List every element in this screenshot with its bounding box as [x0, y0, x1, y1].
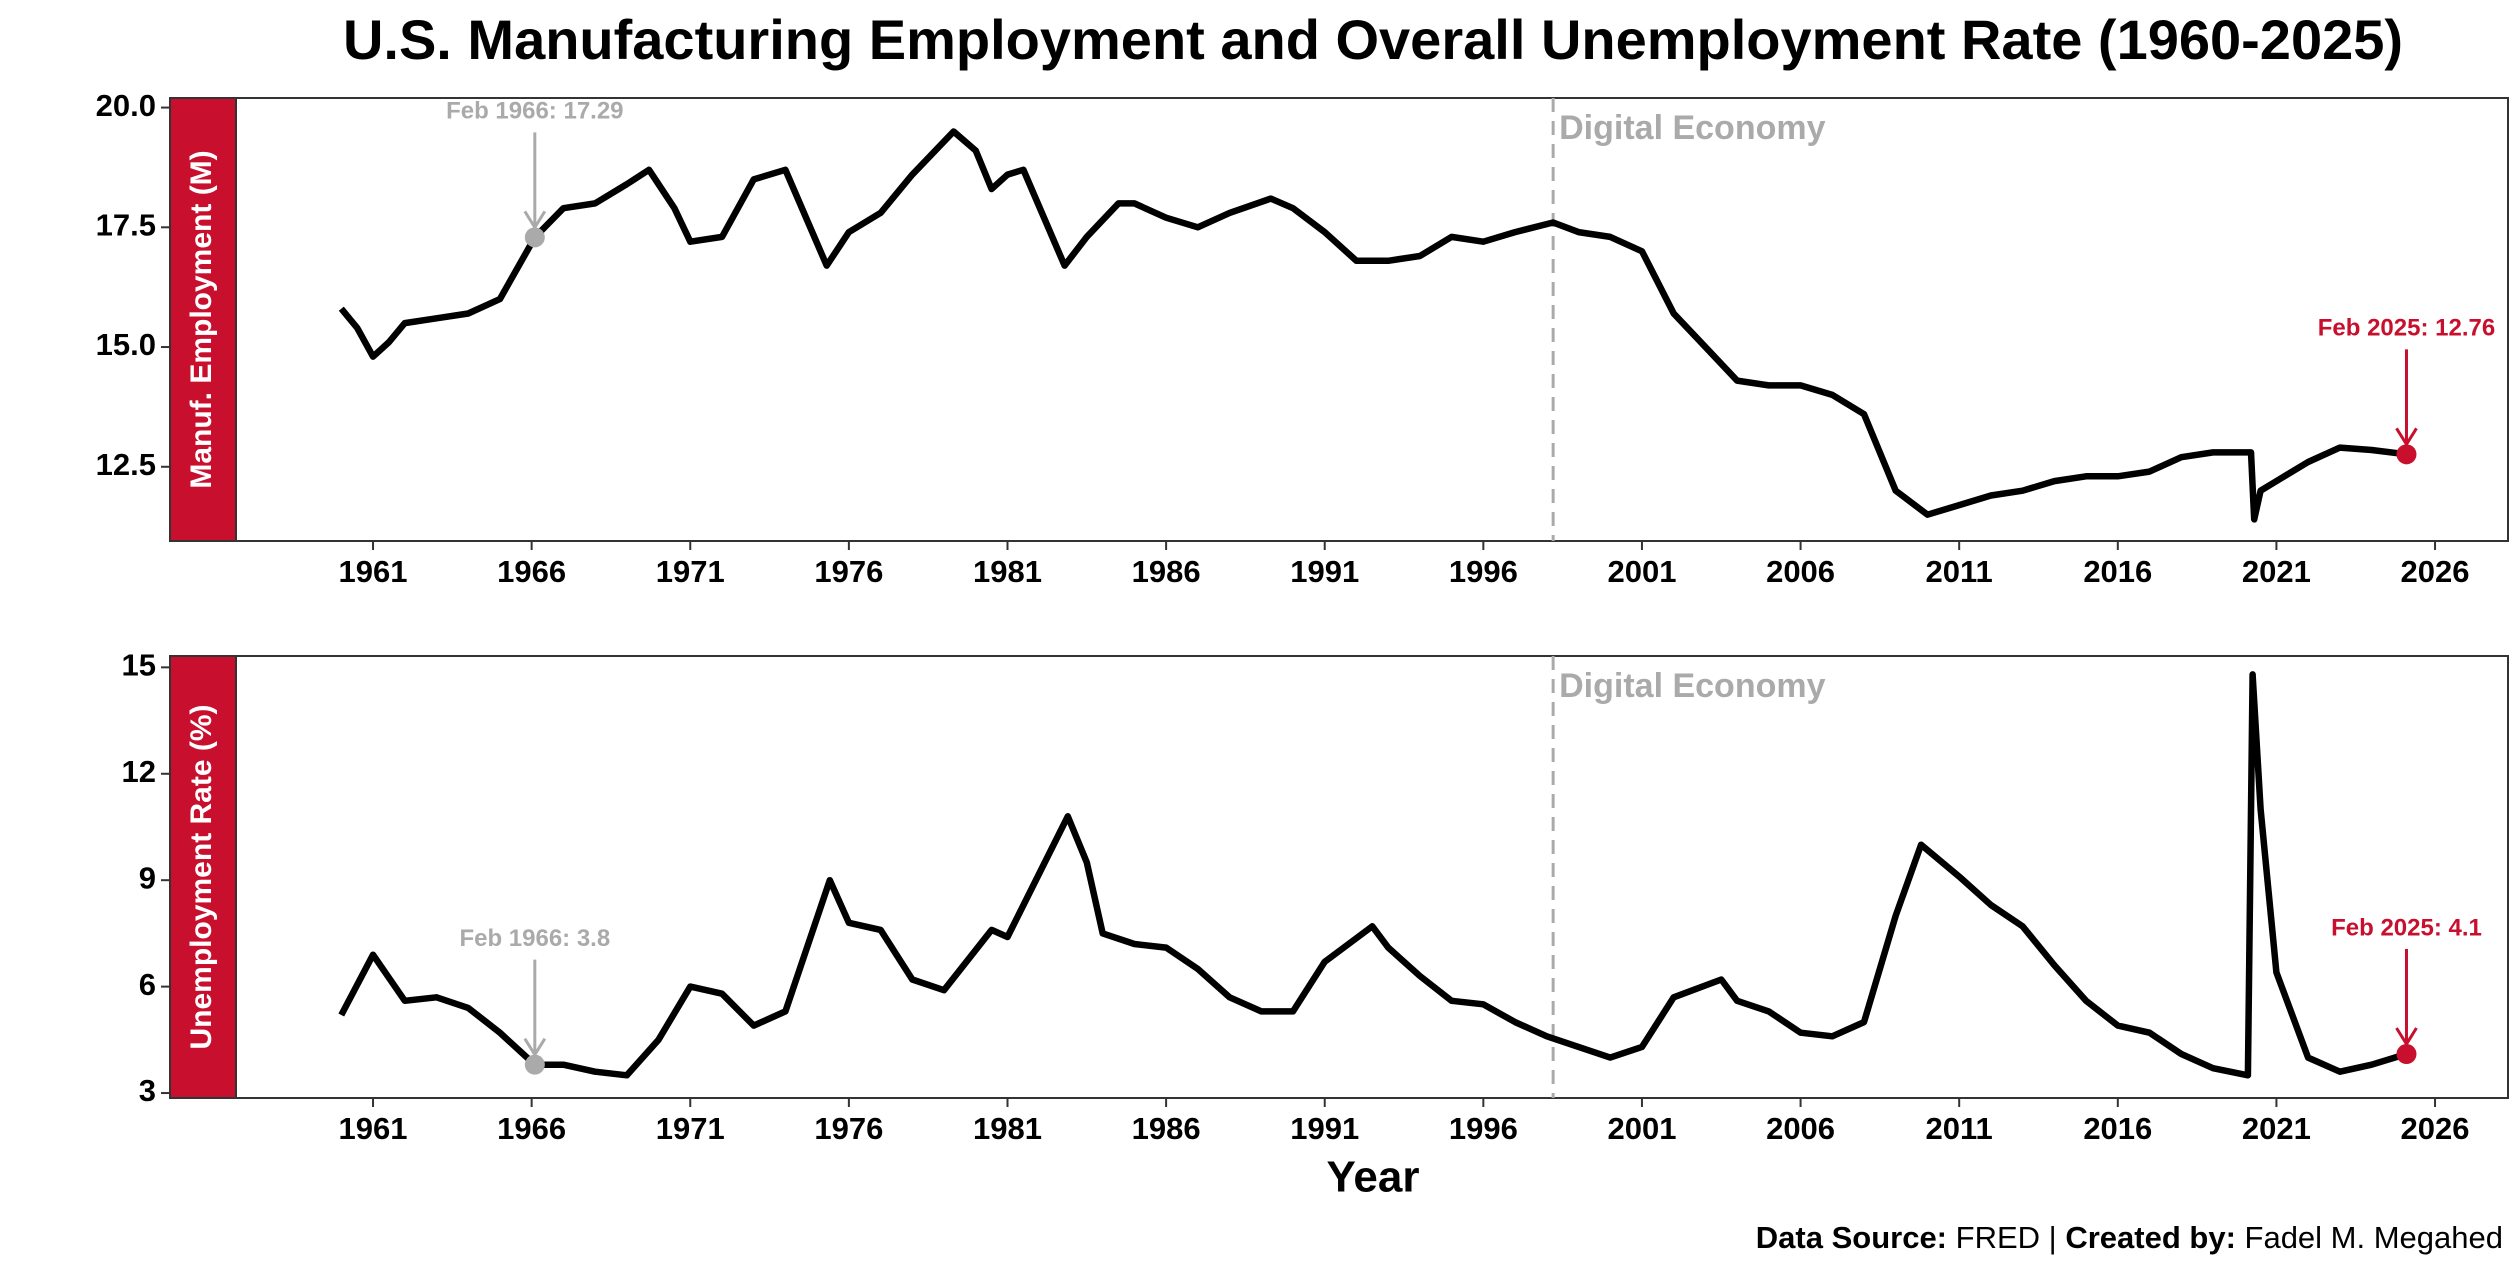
y-tick-label: 6 — [139, 967, 156, 1002]
x-tick-label: 1966 — [497, 554, 566, 589]
x-tick-label: 2011 — [1926, 1111, 1993, 1146]
x-tick-label: 1986 — [1132, 554, 1201, 589]
x-tick-label: 2021 — [2242, 1111, 2311, 1146]
caption-sep: | — [2049, 1220, 2057, 1255]
caption: Data Source: FRED | Created by: Fadel M.… — [1756, 1220, 2503, 1255]
y-tick-label: 12.5 — [96, 447, 156, 482]
x-tick-label: 1996 — [1449, 554, 1518, 589]
strip — [169, 97, 237, 542]
y-axis-title: Manuf. Employment (M) — [185, 150, 218, 488]
annotation-point — [2396, 444, 2417, 465]
x-tick-label: 1976 — [814, 554, 883, 589]
x-tick-label: 2016 — [2083, 554, 2152, 589]
x-tick-label: 1971 — [656, 554, 725, 589]
x-tick-label: 2026 — [2401, 554, 2470, 589]
y-tick-label: 9 — [139, 860, 156, 895]
y-tick-label: 12 — [122, 754, 156, 789]
annotation-point — [524, 1054, 545, 1075]
x-axis-title: Year — [1327, 1153, 1420, 1202]
reference-label: Digital Economy — [1559, 109, 1825, 147]
x-tick-label: 1961 — [339, 554, 408, 589]
y-tick-label: 15.0 — [96, 327, 156, 362]
strip — [169, 655, 237, 1099]
x-tick-label: 1966 — [497, 1111, 566, 1146]
x-tick-label: 1971 — [656, 1111, 725, 1146]
x-tick-label: 2001 — [1607, 554, 1676, 589]
line — [338, 671, 2408, 1079]
line — [338, 128, 2407, 523]
reference-label: Digital Economy — [1559, 667, 1825, 705]
caption-label: Data Source: — [1756, 1220, 1947, 1255]
x-tick-label: 1991 — [1290, 1111, 1359, 1146]
x-tick-label: 1996 — [1449, 1111, 1518, 1146]
y-axis-title: Unemployment Rate (%) — [185, 704, 218, 1049]
x-tick-label: 2006 — [1766, 1111, 1835, 1146]
y-tick-label: 15 — [122, 648, 156, 683]
x-tick-label: 2016 — [2083, 1111, 2152, 1146]
annotation-label: Feb 1966: 17.29 — [446, 98, 623, 125]
annotation-point — [2396, 1044, 2417, 1065]
y-tick-label: 17.5 — [96, 207, 156, 242]
annotation-label: Feb 2025: 12.76 — [2318, 315, 2495, 342]
caption-label: Created by: — [2065, 1220, 2236, 1255]
x-tick-label: 2011 — [1926, 554, 1993, 589]
annotation-point — [524, 227, 545, 248]
x-tick-label: 1981 — [973, 554, 1042, 589]
annotation-arrowhead — [2395, 1027, 2418, 1047]
annotation-label: Feb 2025: 4.1 — [2331, 914, 2482, 941]
x-tick-label: 2021 — [2242, 554, 2311, 589]
annotation-label: Feb 1966: 3.8 — [459, 925, 610, 952]
x-tick-label: 1991 — [1290, 554, 1359, 589]
x-tick-label: 1981 — [973, 1111, 1042, 1146]
title: U.S. Manufacturing Employment and Overal… — [343, 8, 2403, 71]
annotation-arrowhead — [523, 1037, 547, 1058]
x-tick-label: 2006 — [1766, 554, 1835, 589]
x-tick-label: 2026 — [2401, 1111, 2470, 1146]
y-tick-label: 20.0 — [96, 88, 156, 123]
caption-text: Fadel M. Megahed — [2245, 1220, 2503, 1255]
x-tick-label: 2001 — [1607, 1111, 1676, 1146]
annotation-arrowhead — [523, 210, 547, 231]
x-tick-label: 1986 — [1132, 1111, 1201, 1146]
x-tick-label: 1961 — [339, 1111, 408, 1146]
x-tick-label: 1976 — [814, 1111, 883, 1146]
caption-text: FRED — [1956, 1220, 2040, 1255]
y-tick-label: 3 — [139, 1073, 156, 1108]
